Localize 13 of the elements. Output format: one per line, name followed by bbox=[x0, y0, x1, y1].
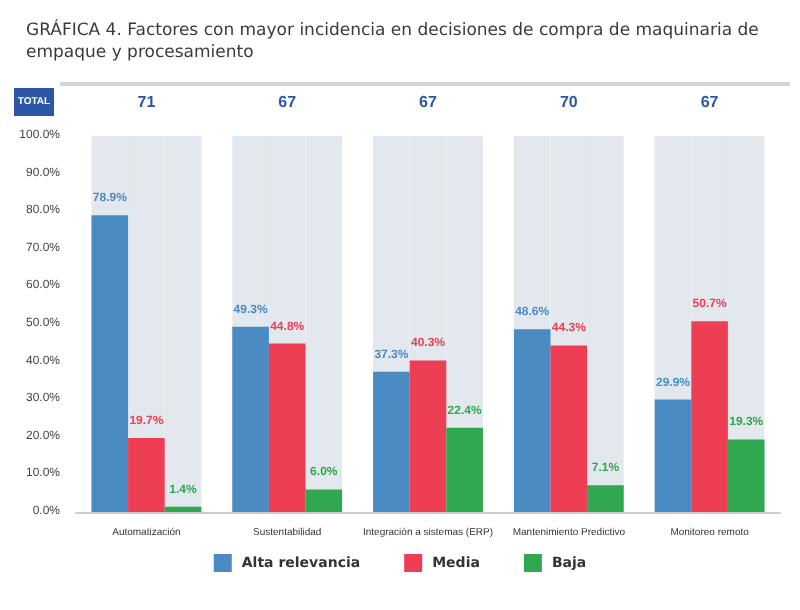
text: 67 bbox=[700, 93, 720, 111]
bar bbox=[305, 489, 343, 512]
bar bbox=[727, 439, 765, 512]
bar bbox=[587, 485, 624, 512]
text: 67 bbox=[278, 93, 298, 111]
text: 70 bbox=[559, 93, 579, 111]
bar bbox=[446, 427, 483, 512]
chart-title: GRÁFICA 4. Factores con mayor incidencia en decisiones de compra de maquinaria de empaque y procesamiento bbox=[26, 19, 765, 63]
bar bbox=[164, 506, 202, 512]
text: 71 bbox=[137, 93, 157, 111]
bar bbox=[128, 437, 165, 512]
bar bbox=[654, 399, 692, 512]
text: 67 bbox=[419, 93, 438, 111]
